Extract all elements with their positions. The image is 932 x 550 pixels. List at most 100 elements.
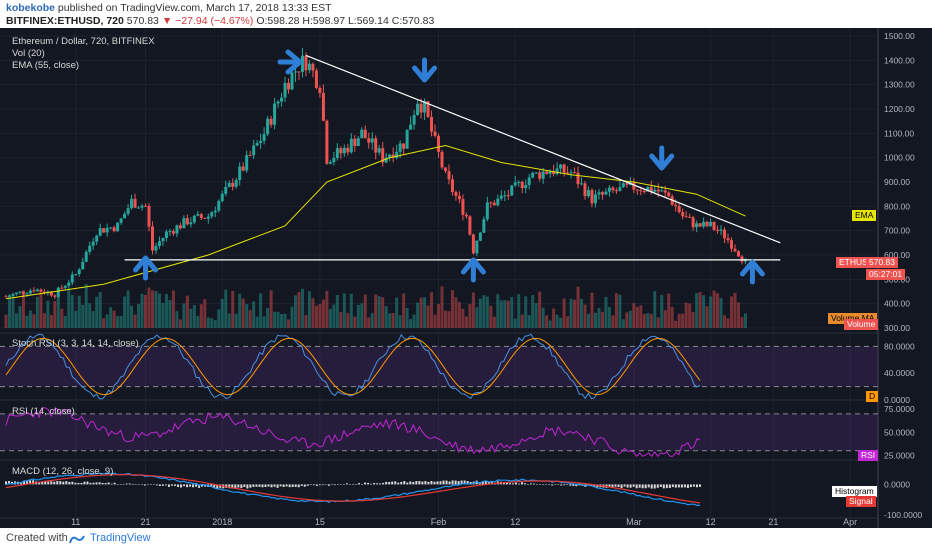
tradingview-brand-link[interactable]: TradingView: [90, 532, 151, 544]
candle-body: [231, 182, 235, 187]
up-arrow-icon: [460, 257, 486, 283]
volume-bar: [287, 319, 291, 328]
volume-bar: [189, 308, 193, 328]
histogram-bar: [566, 484, 569, 486]
volume-bar: [395, 297, 399, 328]
volume-bar: [353, 316, 357, 328]
histogram-bar: [164, 484, 167, 486]
histogram-bar: [306, 484, 309, 486]
chart-header: kobekobe published on TradingView.com, M…: [0, 0, 932, 28]
candle-body: [280, 97, 284, 102]
author-link[interactable]: kobekobe: [6, 2, 56, 14]
volume-bar: [569, 298, 573, 328]
candle-body: [346, 147, 350, 153]
histogram-bar: [339, 484, 342, 485]
chart-area[interactable]: 11 21 2018 15 Feb 12 Mar 12 21 Apr 1500.00 1400.00 1…: [0, 28, 932, 528]
volume-bar: [123, 296, 127, 328]
volume-bar: [454, 297, 458, 328]
y-tick-label: 1100.00: [884, 128, 914, 138]
histogram-bar: [83, 481, 86, 485]
volume-bar: [157, 293, 161, 328]
candle-body: [123, 213, 127, 219]
volume-bar: [653, 291, 657, 328]
histogram-bar: [563, 484, 566, 486]
volume-bar: [266, 308, 270, 328]
histogram-bar: [158, 484, 161, 486]
volume-bar: [573, 299, 577, 328]
histogram-bar: [608, 484, 611, 488]
volume-bar: [199, 304, 203, 328]
candle-body: [506, 195, 510, 197]
volume-bar: [217, 309, 221, 328]
candle-body: [95, 235, 99, 242]
candle-body: [621, 183, 625, 188]
volume-bar: [140, 293, 144, 328]
volume-bar: [109, 307, 113, 328]
candle-body: [409, 124, 413, 130]
histogram-bar: [294, 484, 297, 487]
candle-body: [730, 240, 734, 249]
volume-bar: [590, 292, 594, 328]
histogram-bar: [614, 484, 617, 487]
volume-bar: [154, 290, 158, 328]
y-tick-label: 900.00: [884, 177, 910, 187]
volume-bar: [269, 290, 273, 328]
volume-bar: [485, 296, 489, 328]
histogram-bar: [560, 484, 563, 486]
y-tick-label: 1400.00: [884, 55, 915, 65]
histogram-bar: [421, 481, 424, 485]
candle-body: [695, 223, 699, 228]
histogram-bar: [542, 484, 545, 485]
histogram-bar: [303, 484, 306, 487]
volume-bar: [325, 290, 329, 328]
volume-bar: [213, 320, 217, 328]
histogram-bar: [327, 484, 330, 486]
volume-bar: [126, 290, 130, 328]
candle-body: [457, 195, 461, 200]
volume-bar: [517, 294, 521, 328]
candle-body: [649, 186, 653, 192]
up-arrow-icon: [739, 259, 765, 285]
histogram-bar: [403, 481, 406, 485]
volume-bar: [548, 320, 552, 328]
volume-bar: [81, 304, 85, 328]
volume-bar: [646, 313, 650, 328]
histogram-bar: [406, 482, 409, 485]
volume-bar: [538, 291, 542, 328]
volume-bar: [28, 310, 32, 328]
candle-body: [318, 87, 322, 94]
histogram-bar: [527, 484, 530, 485]
candle-body: [492, 202, 496, 206]
symbol-label: BITFINEX:ETHUSD, 720: [6, 15, 124, 27]
volume-bar: [116, 316, 120, 328]
histogram-bar: [189, 484, 192, 487]
histogram-bar: [107, 482, 110, 485]
volume-bar: [611, 315, 615, 328]
histogram-bar: [412, 481, 415, 485]
candle-body: [485, 202, 489, 220]
candle-body: [573, 172, 577, 174]
histogram-bar: [460, 480, 463, 485]
histogram-bar: [243, 484, 246, 487]
macd-legend: MACD (12, 26, close, 9): [12, 466, 114, 477]
volume-bar: [649, 313, 653, 328]
histogram-bar: [611, 484, 614, 488]
histogram-bar: [418, 481, 421, 485]
histogram-bar: [131, 484, 134, 485]
histogram-bar: [50, 481, 53, 485]
volume-bar: [276, 311, 280, 328]
volume-bar: [377, 296, 381, 328]
candle-body: [102, 228, 106, 233]
candle-body: [259, 140, 263, 143]
volume-bar: [35, 296, 39, 328]
histogram-bar: [647, 484, 650, 488]
histogram-bar: [466, 481, 469, 485]
histogram-bar: [481, 481, 484, 485]
y-tick-label: 1500.00: [884, 31, 915, 41]
volume-bar: [384, 306, 388, 328]
histogram-bar: [273, 484, 276, 487]
histogram-bar: [674, 484, 677, 488]
chart-svg[interactable]: 11 21 2018 15 Feb 12 Mar 12 21 Apr 1500.00 1400.00 1…: [0, 28, 932, 528]
countdown-badge: 05:27:01: [866, 269, 906, 280]
candle-body: [182, 218, 186, 229]
